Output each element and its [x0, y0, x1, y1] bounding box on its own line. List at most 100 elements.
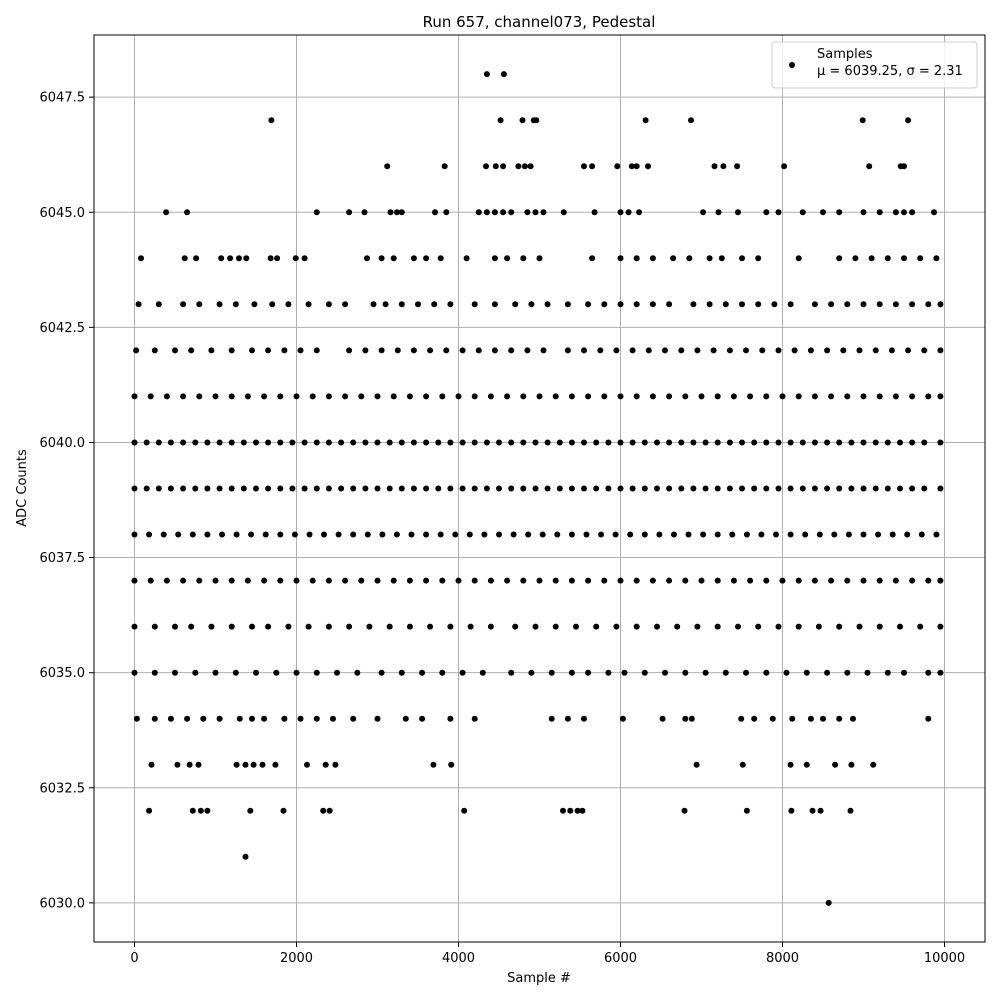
data-point	[820, 209, 826, 216]
data-point	[678, 485, 685, 492]
data-point	[918, 531, 925, 538]
data-point	[864, 669, 871, 676]
legend-stats-sigma: σ = 2.31	[906, 64, 962, 79]
data-point	[625, 209, 632, 216]
data-point	[816, 531, 823, 538]
data-point	[398, 485, 405, 492]
data-point	[799, 209, 806, 216]
data-point	[163, 393, 170, 400]
data-point	[909, 393, 916, 400]
data-point	[828, 577, 835, 584]
data-point	[432, 209, 438, 216]
data-point	[755, 301, 762, 308]
data-point	[802, 531, 809, 538]
data-point	[455, 393, 462, 400]
data-point	[844, 301, 851, 308]
data-point	[718, 255, 725, 262]
data-point	[461, 807, 468, 814]
data-point	[831, 531, 838, 538]
data-point	[698, 393, 705, 400]
data-point	[313, 669, 320, 676]
data-point	[568, 669, 575, 676]
data-point	[216, 301, 223, 308]
data-point	[528, 301, 535, 308]
data-point	[131, 393, 138, 400]
data-point	[621, 669, 628, 676]
data-point	[167, 715, 174, 722]
data-point	[775, 623, 782, 630]
data-point	[320, 807, 327, 814]
data-point	[654, 623, 660, 630]
data-point	[216, 439, 223, 446]
data-point	[937, 347, 944, 354]
data-point	[188, 623, 195, 630]
data-point	[410, 485, 417, 492]
data-point	[682, 577, 689, 584]
data-point	[423, 485, 430, 492]
data-point	[439, 669, 446, 676]
data-point	[613, 623, 620, 630]
data-point	[277, 531, 284, 538]
data-point	[901, 209, 907, 216]
data-point	[228, 393, 235, 400]
x-axis-ticks: 0 2000 4000 6000 8000 10000	[130, 942, 965, 966]
data-point	[463, 255, 470, 262]
data-point	[868, 255, 875, 262]
y-tick-label: 6042.5	[40, 321, 86, 336]
data-point	[686, 255, 693, 262]
data-point	[579, 807, 586, 814]
data-point	[394, 347, 401, 354]
data-point	[212, 669, 219, 676]
data-point	[313, 715, 320, 722]
data-point	[645, 347, 652, 354]
data-point	[548, 715, 555, 722]
data-point	[427, 623, 434, 630]
data-point	[755, 623, 762, 630]
data-point	[430, 761, 437, 768]
data-point	[410, 347, 417, 354]
data-point	[662, 669, 668, 676]
data-point	[386, 439, 393, 446]
data-point	[605, 669, 612, 676]
data-point	[769, 715, 776, 722]
y-tick-label: 6032.5	[40, 781, 86, 796]
data-point	[730, 393, 737, 400]
data-point	[755, 255, 762, 262]
data-point	[905, 117, 912, 124]
data-point	[824, 347, 831, 354]
data-point	[346, 623, 353, 630]
data-point	[937, 623, 944, 630]
x-tick-label: 2000	[280, 951, 313, 966]
data-point	[342, 393, 349, 400]
data-point	[828, 393, 835, 400]
data-point	[743, 807, 750, 814]
data-point	[350, 439, 357, 446]
data-point	[799, 439, 806, 446]
data-point	[832, 761, 839, 768]
data-point	[447, 439, 454, 446]
data-point	[892, 209, 899, 216]
data-point	[192, 439, 199, 446]
data-point	[581, 163, 587, 170]
data-point	[901, 163, 907, 170]
data-point	[751, 485, 758, 492]
data-point	[763, 669, 770, 676]
data-point	[824, 669, 831, 676]
data-point	[925, 577, 932, 584]
data-point	[393, 209, 400, 216]
data-point	[390, 393, 397, 400]
data-point	[860, 393, 867, 400]
data-point	[398, 209, 405, 216]
data-point	[508, 669, 515, 676]
data-point	[909, 577, 916, 584]
data-point	[700, 209, 707, 216]
data-point	[860, 209, 867, 216]
data-point	[872, 439, 879, 446]
data-point	[892, 301, 899, 308]
data-point	[212, 393, 219, 400]
data-point	[738, 715, 745, 722]
data-point	[452, 531, 459, 538]
data-point	[354, 669, 361, 676]
data-point	[138, 255, 144, 262]
